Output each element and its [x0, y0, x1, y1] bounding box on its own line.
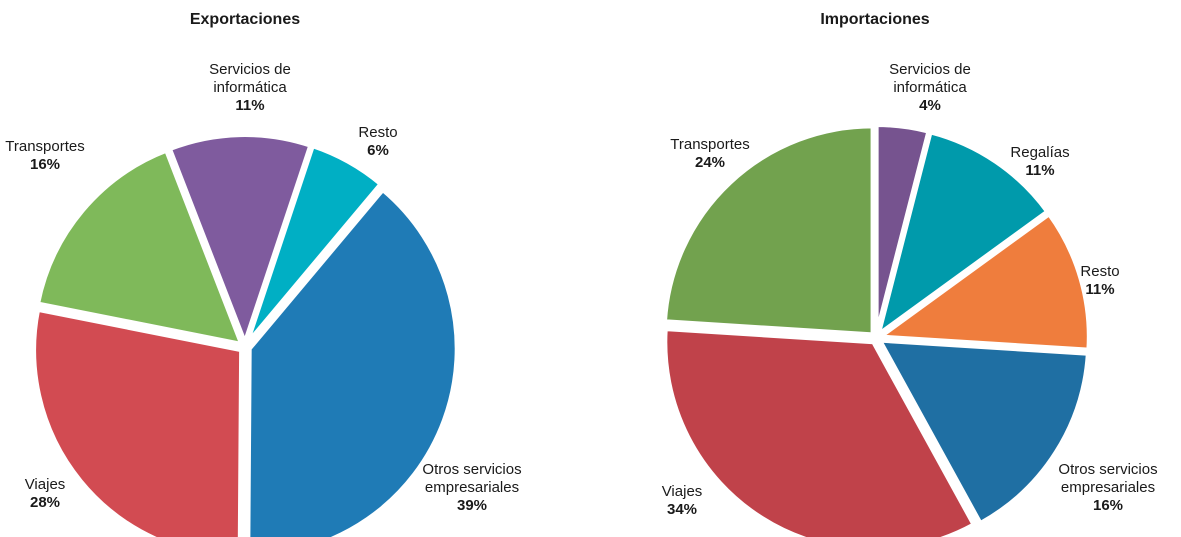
value-label: 34% [667, 501, 697, 518]
category-label: Otros servicios [422, 461, 521, 478]
value-label: 6% [367, 142, 389, 159]
pie-slice [32, 307, 244, 537]
category-label: Resto [1080, 263, 1119, 280]
pie-slice [245, 143, 384, 344]
value-label: 11% [1025, 162, 1054, 179]
category-label: Viajes [25, 476, 66, 493]
pie-slice [662, 124, 875, 337]
pie-slice [875, 211, 1091, 352]
value-label: 16% [30, 156, 60, 173]
category-label: Servicios de [209, 61, 291, 78]
value-label: 39% [457, 497, 487, 514]
pie-slice [874, 123, 931, 334]
category-label: informática [893, 79, 967, 96]
category-label: informática [213, 79, 287, 96]
category-label: Resto [358, 124, 397, 141]
value-label: 4% [919, 97, 941, 114]
chart-title: Importaciones [820, 11, 929, 28]
pie-slice [35, 148, 245, 347]
chart-title: Exportaciones [190, 11, 300, 28]
value-label: 24% [695, 154, 725, 171]
pie-slice [246, 187, 459, 537]
value-label: 28% [30, 494, 60, 511]
value-label: 16% [1093, 497, 1123, 514]
pie-slice [663, 327, 977, 537]
pie-slice [875, 129, 1050, 339]
category-label: Otros servicios [1058, 461, 1157, 478]
category-label: Viajes [662, 483, 703, 500]
category-label: empresariales [1061, 479, 1155, 496]
value-label: 11% [1085, 281, 1114, 298]
category-label: Transportes [670, 136, 749, 153]
category-label: Transportes [5, 138, 84, 155]
pie-slice [167, 133, 313, 348]
category-label: empresariales [425, 479, 519, 496]
category-label: Servicios de [889, 61, 971, 78]
value-label: 11% [235, 97, 264, 114]
category-label: Regalías [1010, 144, 1069, 161]
pie-slice [876, 338, 1090, 526]
